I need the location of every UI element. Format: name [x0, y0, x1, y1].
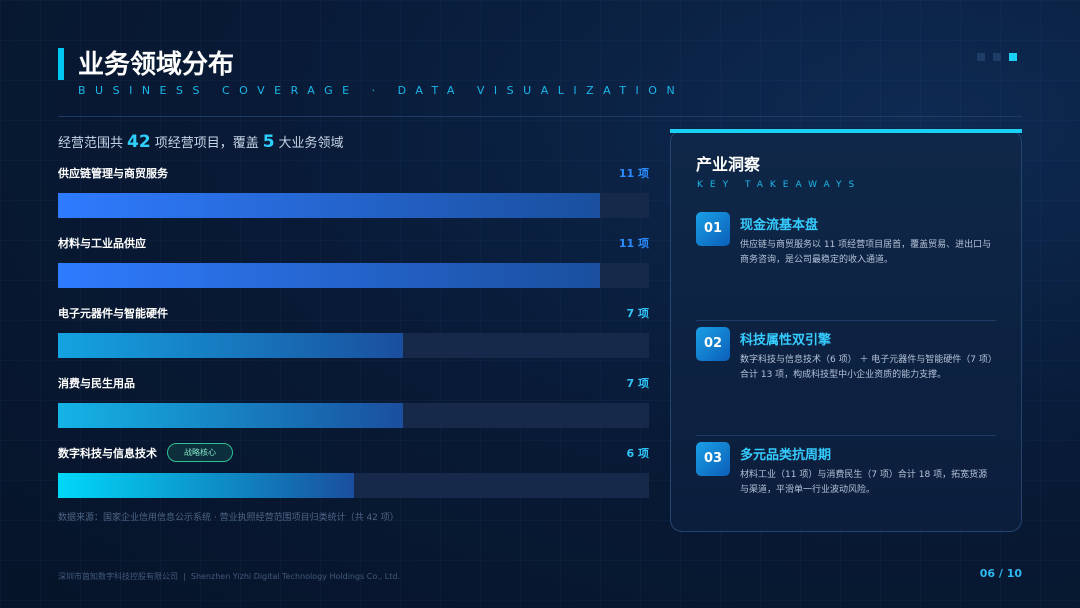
bar — [58, 263, 600, 288]
bar-track — [58, 403, 649, 428]
category-label: 消费与民生用品 — [58, 377, 135, 390]
panel-subtitle: KEY TAKEAWAYS — [697, 180, 862, 190]
value-label: 6 项 — [626, 447, 649, 460]
bar-track — [58, 333, 649, 358]
item-title: 多元品类抗周期 — [740, 448, 832, 463]
deco-square — [993, 53, 1001, 61]
annotation-tag: 战略核心 — [167, 443, 233, 462]
panel-title: 产业洞察 — [696, 155, 761, 174]
item-badge: 02 — [696, 327, 730, 361]
summary-text: 项经营项目，覆盖 — [154, 136, 259, 151]
summary-text: 大业务领域 — [278, 136, 344, 151]
bar — [58, 193, 600, 218]
bar — [58, 333, 403, 358]
category-label: 数字科技与信息技术 — [58, 447, 157, 460]
page-subtitle: BUSINESS COVERAGE · DATA VISUALIZATION — [78, 84, 685, 97]
data-source: 数据来源：国家企业信用信息公示系统 · 营业执照经营范围项目归类统计（共 42 … — [58, 513, 399, 523]
item-badge: 01 — [696, 212, 730, 246]
item-text: 数字科技与信息技术（6 项） ＋ 电子元器件与智能硬件（7 项）合计 13 项，… — [740, 355, 993, 380]
page-number: 06 / 10 — [979, 567, 1022, 580]
panel-accent — [670, 129, 1022, 133]
page-title: 业务领域分布 — [78, 50, 235, 80]
bar-track — [58, 473, 649, 498]
item-text: 供应链与商贸服务以 11 项经营项目居首，覆盖贸易、进出口与商务咨询，是公司最稳… — [740, 240, 992, 265]
category-label: 材料与工业品供应 — [58, 237, 146, 250]
value-label: 11 项 — [618, 167, 649, 180]
summary: 经营范围共 42 项经营项目，覆盖 5 大业务领域 — [58, 132, 344, 152]
value-label: 7 项 — [626, 307, 649, 320]
bar — [58, 403, 403, 428]
item-divider — [696, 435, 996, 436]
value-label: 7 项 — [626, 377, 649, 390]
category-label: 电子元器件与智能硬件 — [58, 307, 168, 320]
item-divider — [696, 320, 996, 321]
bar-track — [58, 193, 649, 218]
item-text: 材料工业（11 项）与消费民生（7 项）合计 18 项，拓宽货源与渠道，平滑单一… — [740, 470, 988, 495]
deco-square — [977, 53, 985, 61]
header-rule — [58, 116, 1022, 117]
item-title: 科技属性双引擎 — [740, 333, 832, 348]
value-label: 11 项 — [618, 237, 649, 250]
deco-square — [1009, 53, 1017, 61]
summary-number: 5 — [262, 132, 275, 152]
item-title: 现金流基本盘 — [740, 218, 819, 233]
summary-text: 经营范围共 — [58, 136, 124, 151]
bar — [58, 473, 354, 498]
category-label: 供应链管理与商贸服务 — [58, 167, 168, 180]
summary-number: 42 — [127, 132, 151, 152]
bar-track — [58, 263, 649, 288]
footer-company: 深圳市茵知数字科技控股有限公司 | Shenzhen Yizhi Digital… — [58, 572, 400, 581]
title-accent — [58, 48, 64, 80]
item-badge: 03 — [696, 442, 730, 476]
